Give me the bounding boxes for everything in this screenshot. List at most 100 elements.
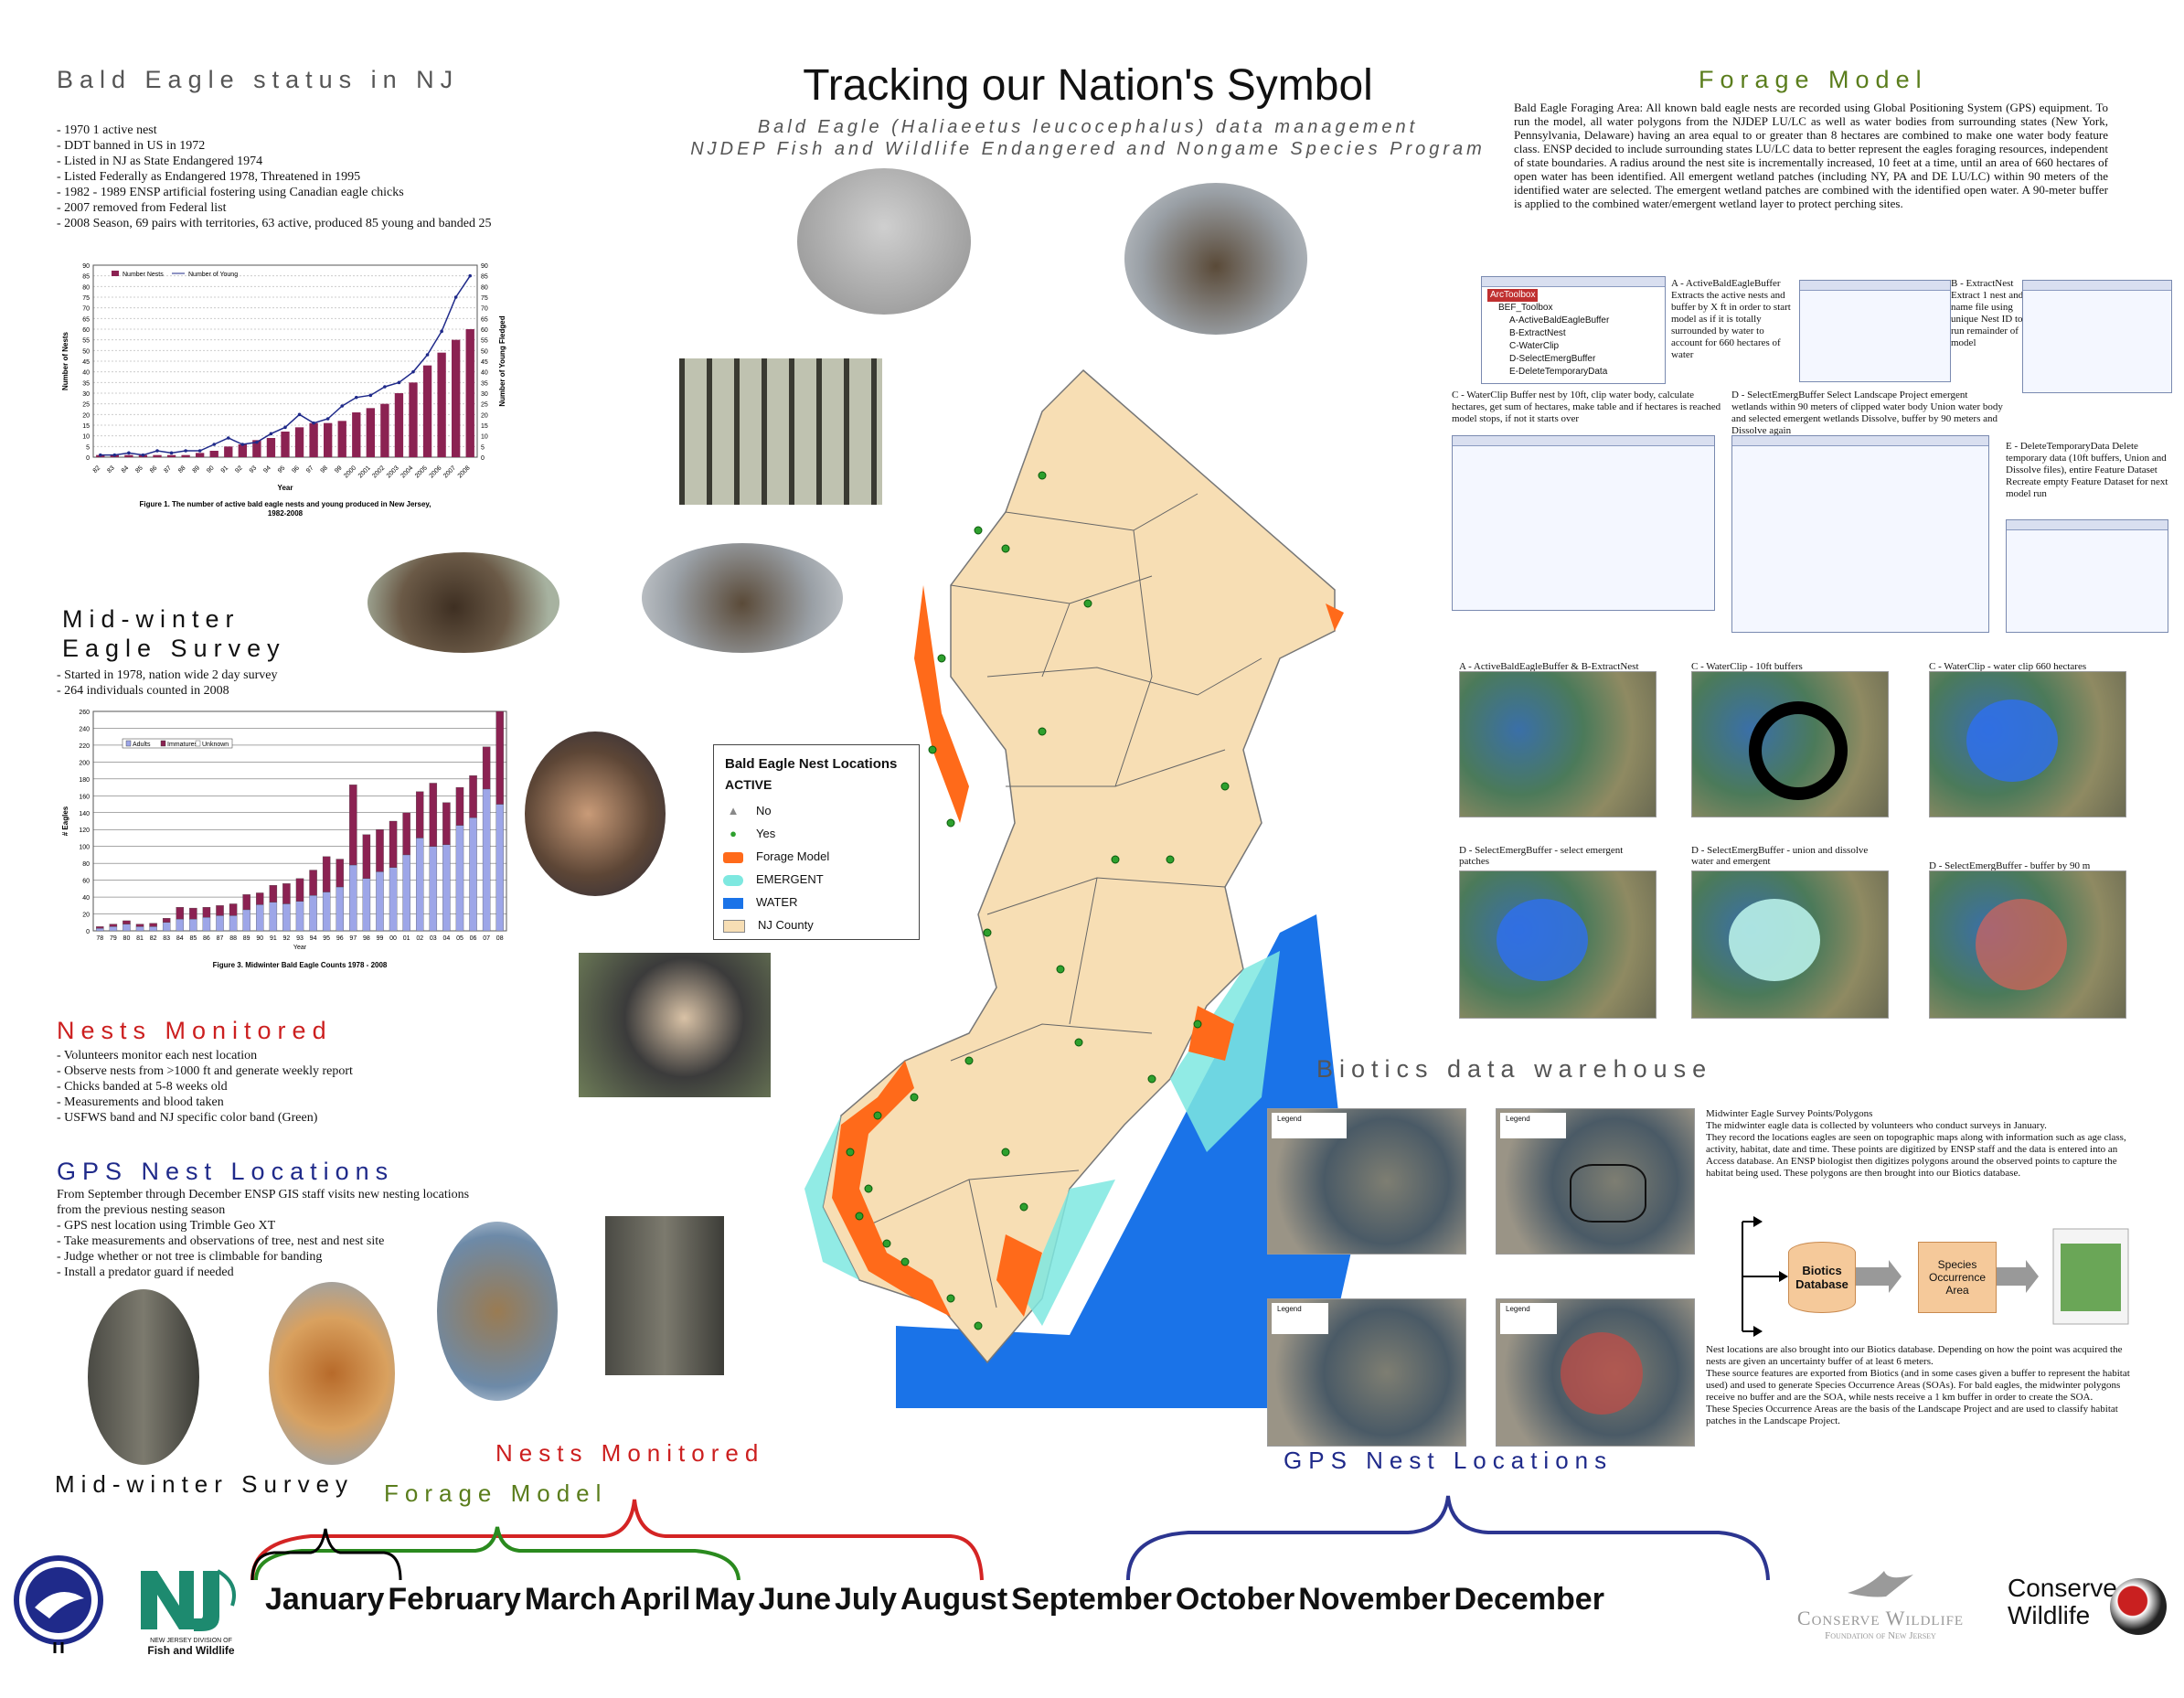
tree-trunk-photo (88, 1289, 199, 1465)
young-point (354, 395, 358, 400)
map-caption: D - SelectEmergBuffer - buffer by 90 m (1929, 860, 2091, 871)
nest-location-dot (1220, 782, 1230, 791)
biotics-title: Biotics data warehouse (1316, 1055, 1713, 1083)
x-tick-label: 91 (270, 935, 277, 942)
eagle-count-bar (482, 788, 491, 932)
model-c-diagram (1452, 435, 1715, 611)
step-d-text: D - SelectEmergBuffer Select Landscape P… (1731, 390, 2003, 436)
toolbox-item[interactable]: C-WaterClip (1509, 341, 1560, 351)
legend-label: No (756, 804, 772, 817)
bird-badge-icon (2110, 1578, 2167, 1635)
biotics-legend: Legend (1500, 1113, 1566, 1138)
young-point (240, 443, 245, 446)
eaglets-photo (368, 552, 559, 653)
page-subtitle-1: Bald Eagle (Haliaeetus leucocephalus) da… (757, 117, 1419, 137)
x-tick-label: 2008 (457, 465, 472, 479)
chart-caption: 1982-2008 (268, 509, 304, 518)
toolbox-panel: ArcToolbox BEF_Toolbox A-ActiveBaldEagle… (1481, 276, 1666, 384)
gps-item: From September through December ENSP GIS… (57, 1188, 470, 1201)
young-point (383, 385, 387, 389)
young-point (155, 449, 159, 453)
eagle-count-bar (469, 817, 477, 932)
y-tick-label: 10 (82, 434, 90, 441)
y2-tick-label: 70 (481, 306, 488, 313)
x-tick-label: 92 (283, 935, 291, 942)
x-tick-label: 99 (334, 465, 344, 475)
status-item: - DDT banned in US in 1972 (57, 139, 206, 153)
y-tick-label: 65 (82, 316, 90, 323)
gps-item: from the previous nesting season (57, 1203, 226, 1217)
eagle-count-bar (415, 791, 424, 838)
y-tick-label: 0 (86, 929, 90, 935)
y-tick-label: 200 (79, 760, 90, 766)
nest-location-dot (1038, 727, 1047, 736)
toolbox-root[interactable]: ArcToolbox (1487, 289, 1539, 302)
x-tick-label: 82 (92, 465, 102, 475)
banding-photo (525, 732, 666, 896)
y-tick-label: 0 (86, 455, 90, 462)
timeline-label-gps: GPS Nest Locations (1284, 1447, 1614, 1474)
x-tick-label: 92 (234, 465, 244, 475)
nests-item: - Observe nests from >1000 ft and genera… (57, 1064, 353, 1078)
x-tick-label: 79 (110, 935, 117, 942)
soa-box: Species Occurrence Area (1918, 1242, 1997, 1313)
eagle-count-bar (442, 802, 451, 845)
nest-location-dot (928, 745, 937, 754)
buffer-ring-icon (1749, 701, 1848, 800)
legend-label: EMERGENT (756, 872, 824, 886)
legend-label: Adults (133, 742, 151, 748)
month-timeline: January February March April May June Ju… (265, 1582, 1604, 1618)
x-tick-label: 81 (136, 935, 144, 942)
cw-right-logo: Conserve Wildlife (2008, 1554, 2172, 1664)
y-tick-label: 60 (82, 327, 90, 334)
nests-bar (181, 454, 190, 457)
toolbox-item[interactable]: A-ActiveBaldEagleBuffer (1509, 315, 1610, 326)
nest-tree-photo (642, 543, 843, 653)
eagle-count-bar (402, 812, 410, 856)
eagle-count-bar (176, 907, 185, 920)
nest-location-dot (1074, 1038, 1083, 1047)
y2-tick-label: 10 (481, 434, 488, 441)
y2-tick-label: 40 (481, 370, 488, 377)
legend-label: Number of Young (188, 272, 238, 278)
timeline-brackets (250, 1495, 1770, 1581)
forage-swatch-icon (723, 851, 743, 863)
nests-bar (394, 393, 404, 457)
x-tick-label: 04 (442, 935, 450, 942)
eagle-count-bar (256, 892, 264, 905)
x-tick-label: 94 (310, 935, 317, 942)
toolbox-item[interactable]: BEF_Toolbox (1498, 303, 1553, 313)
young-point (297, 412, 302, 417)
map-caption: D - SelectEmergBuffer - select emergent … (1459, 845, 1624, 867)
y-tick-label: 140 (79, 811, 90, 817)
young-point (197, 449, 202, 453)
nest-location-dot (946, 1294, 955, 1303)
legend-row: ▲ No (723, 799, 919, 822)
nests-bar (224, 446, 233, 457)
y-tick-label: 50 (82, 348, 90, 355)
nj-letters-icon (141, 1569, 236, 1631)
toolbox-item[interactable]: E-DeleteTemporaryData (1509, 367, 1608, 377)
eagle-count-bar (309, 895, 317, 932)
biotics-map-4: Legend (1496, 1298, 1695, 1447)
nest-location-dot (855, 1212, 864, 1221)
model-d-diagram (1731, 435, 1989, 633)
nests-bar (366, 408, 375, 457)
nest-location-dot (1001, 1148, 1010, 1157)
x-tick-label: 83 (106, 465, 116, 475)
y2-tick-label: 30 (481, 391, 488, 398)
midwinter-title-1: Mid-winter (62, 605, 240, 633)
x-tick-label: 02 (416, 935, 423, 942)
y2-axis-label: Number of Young Fledged (498, 315, 506, 406)
y-tick-label: 30 (82, 391, 90, 398)
legend-swatch (112, 271, 119, 276)
toolbox-item[interactable]: B-ExtractNest (1509, 328, 1566, 338)
toolbox-item[interactable]: D-SelectEmergBuffer (1509, 354, 1596, 364)
status-item: - 2008 Season, 69 pairs with territories… (57, 217, 492, 230)
nests-bar (309, 422, 318, 457)
y-tick-label: 60 (82, 879, 90, 885)
y2-tick-label: 90 (481, 263, 488, 270)
x-axis-label: Year (293, 945, 307, 951)
model-b-diagram (2022, 280, 2172, 393)
x-tick-label: 80 (123, 935, 131, 942)
